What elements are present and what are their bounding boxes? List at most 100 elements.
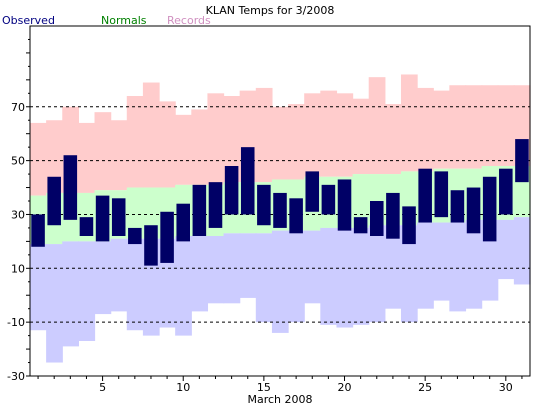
observed-bar-day-15 [257,184,271,226]
record-high-bar-day-9 [159,101,176,188]
observed-bar-day-25 [418,168,432,223]
record-low-bar-day-7 [126,238,144,331]
record-low-bar-day-24 [400,225,418,323]
record-low-bar-day-17 [288,230,305,323]
normal-bar-day-7 [126,187,144,239]
record-low-bar-day-15 [255,233,273,323]
observed-bar-day-20 [337,179,352,231]
record-high-bar-day-5 [94,112,112,191]
record-high-bar-day-28 [465,85,483,169]
observed-bar-day-19 [321,184,336,215]
record-high-bar-day-22 [368,77,386,175]
observed-bar-day-26 [434,171,449,218]
x-tick-label-30: 30 [499,381,513,394]
x-axis: 5 10 15 20 25 30 [37,376,523,394]
record-high-bar-day-4 [78,122,96,193]
observed-bar-day-11 [192,184,207,236]
record-high-bar-day-10 [175,114,192,185]
observed-bar-day-9 [160,211,174,263]
record-low-bar-day-4 [78,241,96,341]
observed-bar-day-21 [353,217,368,234]
observed-bar-day-18 [305,171,320,212]
observed-bar-day-3 [63,155,78,220]
record-high-bar-day-25 [417,87,434,172]
y-axis: -30 -10 10 30 50 70 [7,38,30,383]
record-high-bar-day-8 [142,82,160,188]
record-low-bar-day-31 [513,217,531,285]
record-high-bar-day-7 [126,96,144,188]
record-low-bar-day-18 [304,230,321,304]
observed-bar-day-1 [31,214,45,247]
y-tick-label-30: 30 [11,208,25,221]
record-low-bar-day-6 [110,238,128,312]
record-low-bar-day-10 [175,236,192,336]
record-high-bar-day-24 [400,74,418,172]
observed-bar-day-13 [224,166,239,215]
record-high-bar-day-23 [384,104,402,175]
record-high-bar-day-30 [497,85,515,166]
observed-bar-day-23 [386,192,400,239]
observed-bar-day-28 [466,187,481,234]
y-tick-label-10: 10 [11,262,25,275]
observed-bar-day-22 [370,201,384,236]
record-low-bar-day-14 [239,233,257,298]
record-high-bar-day-18 [304,93,321,177]
record-low-bar-day-21 [352,227,370,325]
observed-bar-day-10 [176,203,190,242]
x-tick-label-25: 25 [418,381,432,394]
observed-bar-day-16 [273,192,287,228]
record-low-bar-day-20 [336,227,354,328]
record-high-bar-day-20 [336,93,354,177]
record-low-bar-day-27 [449,222,467,312]
y-tick-label-50: 50 [11,155,25,168]
record-high-bar-day-27 [449,85,467,169]
observed-bar-day-24 [402,206,416,245]
record-high-bar-day-26 [433,90,450,169]
legend-records: Records [167,14,211,27]
record-low-bar-day-25 [417,222,434,309]
observed-bar-day-2 [47,176,61,226]
record-low-bar-day-3 [62,241,79,347]
x-tick-label-10: 10 [176,381,190,394]
x-axis-label: March 2008 [247,393,312,406]
observed-bar-day-27 [450,190,465,223]
record-high-bar-day-11 [191,109,209,185]
record-high-bar-day-19 [320,90,338,177]
low-fill-bars [30,217,531,363]
record-low-bar-day-1 [30,244,47,331]
record-high-bar-day-21 [352,98,370,175]
x-tick-label-20: 20 [338,381,352,394]
record-high-bar-day-29 [481,85,499,166]
record-low-bar-day-19 [320,227,338,325]
record-low-bar-day-16 [271,230,289,333]
record-low-bar-day-22 [368,225,386,323]
observed-bar-day-6 [111,198,126,236]
legend-normals: Normals [101,14,147,27]
record-low-bar-day-28 [465,219,483,309]
record-high-bar-day-2 [46,120,63,193]
observed-bar-day-7 [128,227,142,245]
observed-bar-day-4 [79,217,94,236]
y-tick-label--30: -30 [7,370,25,383]
record-low-bar-day-23 [384,225,402,309]
y-tick-label--10: -10 [7,316,25,329]
record-high-bar-day-12 [207,93,225,185]
observed-bar-day-8 [144,225,158,266]
record-low-bar-day-2 [46,244,63,363]
record-low-bar-day-13 [223,233,241,304]
observed-bar-day-17 [289,198,303,234]
record-high-bar-day-17 [288,104,305,180]
observed-bar-day-29 [482,176,497,242]
x-tick-label-15: 15 [257,381,271,394]
x-tick-label-5: 5 [99,381,106,394]
observed-bar-day-30 [499,168,513,215]
y-tick-label-70: 70 [11,101,25,114]
chart-title: KLAN Temps for 3/2008 [206,4,335,17]
record-low-bar-day-26 [433,222,450,301]
record-high-bar-day-16 [271,106,289,180]
record-low-bar-day-12 [207,236,225,304]
legend-observed: Observed [2,14,55,27]
observed-bar-day-14 [240,147,255,215]
observed-bar-day-31 [515,139,529,183]
